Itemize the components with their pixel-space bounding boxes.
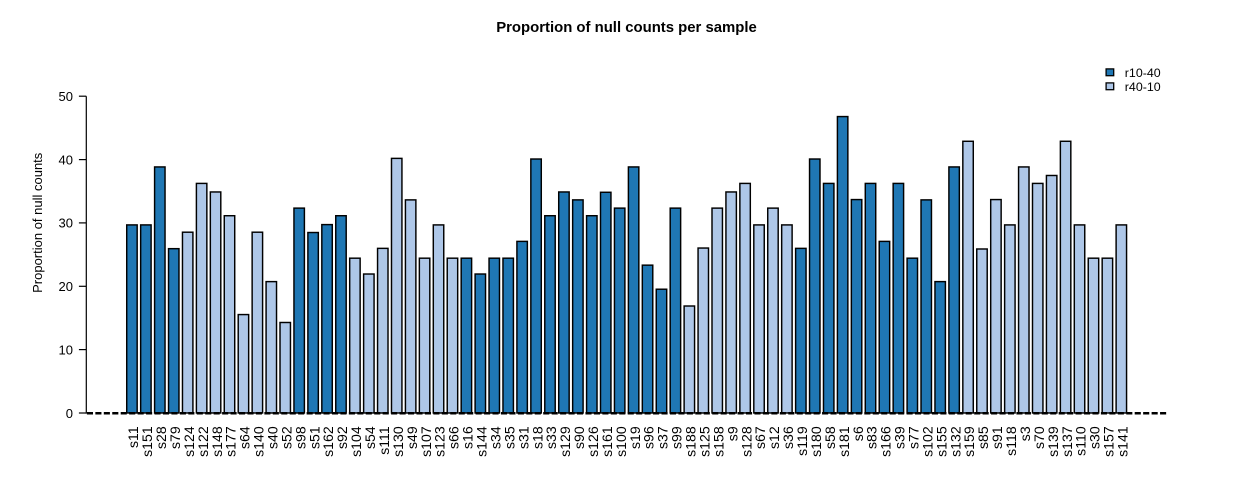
svg-text:s3: s3 bbox=[1017, 426, 1033, 441]
svg-text:s100: s100 bbox=[613, 426, 629, 457]
svg-text:s130: s130 bbox=[390, 426, 406, 457]
svg-text:50: 50 bbox=[59, 89, 73, 104]
svg-text:s79: s79 bbox=[167, 426, 183, 449]
svg-text:s6: s6 bbox=[850, 426, 866, 441]
svg-text:s159: s159 bbox=[961, 426, 977, 457]
svg-text:s139: s139 bbox=[1045, 426, 1061, 457]
svg-text:s129: s129 bbox=[557, 426, 573, 457]
svg-text:s77: s77 bbox=[906, 426, 922, 449]
svg-text:s128: s128 bbox=[738, 426, 754, 457]
svg-text:s188: s188 bbox=[683, 426, 699, 457]
svg-text:s177: s177 bbox=[223, 426, 239, 457]
svg-text:s30: s30 bbox=[1087, 426, 1103, 449]
svg-text:s64: s64 bbox=[237, 426, 253, 449]
svg-text:s37: s37 bbox=[655, 426, 671, 449]
svg-text:s122: s122 bbox=[195, 426, 211, 457]
svg-text:s12: s12 bbox=[766, 426, 782, 449]
svg-text:s180: s180 bbox=[808, 426, 824, 457]
svg-text:s90: s90 bbox=[571, 426, 587, 449]
svg-text:s36: s36 bbox=[780, 426, 796, 449]
svg-text:s19: s19 bbox=[627, 426, 643, 449]
svg-text:s137: s137 bbox=[1059, 426, 1075, 457]
svg-text:s166: s166 bbox=[878, 426, 894, 457]
svg-text:s70: s70 bbox=[1031, 426, 1047, 449]
svg-text:s33: s33 bbox=[543, 426, 559, 449]
svg-text:s35: s35 bbox=[501, 426, 517, 449]
svg-text:20: 20 bbox=[59, 279, 73, 294]
svg-text:s58: s58 bbox=[822, 426, 838, 449]
svg-text:s123: s123 bbox=[432, 426, 448, 457]
svg-text:s11: s11 bbox=[125, 426, 141, 448]
svg-text:s39: s39 bbox=[892, 426, 908, 449]
svg-text:s67: s67 bbox=[752, 426, 768, 449]
svg-text:s151: s151 bbox=[139, 426, 155, 457]
svg-text:0: 0 bbox=[66, 406, 73, 421]
svg-text:r40-10: r40-10 bbox=[1125, 80, 1161, 94]
svg-text:s104: s104 bbox=[348, 426, 364, 457]
svg-text:s31: s31 bbox=[515, 426, 531, 449]
svg-text:s52: s52 bbox=[278, 426, 294, 449]
svg-text:s28: s28 bbox=[153, 426, 169, 449]
svg-text:s181: s181 bbox=[836, 426, 852, 457]
svg-text:s144: s144 bbox=[474, 426, 490, 457]
svg-text:s16: s16 bbox=[460, 426, 476, 449]
svg-text:s125: s125 bbox=[696, 426, 712, 457]
svg-text:s96: s96 bbox=[641, 426, 657, 449]
svg-text:s9: s9 bbox=[724, 426, 740, 441]
svg-text:s91: s91 bbox=[989, 426, 1005, 449]
svg-text:s158: s158 bbox=[710, 426, 726, 457]
svg-text:40: 40 bbox=[59, 152, 73, 167]
svg-text:s66: s66 bbox=[446, 426, 462, 449]
svg-text:s124: s124 bbox=[181, 426, 197, 457]
svg-text:s118: s118 bbox=[1003, 426, 1019, 456]
svg-text:s34: s34 bbox=[487, 426, 503, 449]
svg-text:s111: s111 bbox=[376, 426, 392, 455]
svg-text:s85: s85 bbox=[975, 426, 991, 449]
svg-text:s107: s107 bbox=[418, 426, 434, 457]
svg-text:Proportion of null counts: Proportion of null counts bbox=[30, 152, 45, 293]
svg-text:s18: s18 bbox=[529, 426, 545, 449]
svg-text:s155: s155 bbox=[933, 426, 949, 457]
svg-text:s98: s98 bbox=[292, 426, 308, 449]
svg-text:s132: s132 bbox=[947, 426, 963, 457]
svg-text:s49: s49 bbox=[404, 426, 420, 449]
svg-text:s162: s162 bbox=[320, 426, 336, 457]
svg-text:s148: s148 bbox=[209, 426, 225, 457]
svg-text:Proportion of null counts per: Proportion of null counts per sample bbox=[496, 20, 757, 36]
svg-text:s110: s110 bbox=[1073, 426, 1089, 456]
svg-text:30: 30 bbox=[59, 216, 73, 231]
svg-text:s119: s119 bbox=[794, 426, 810, 456]
svg-text:s126: s126 bbox=[585, 426, 601, 457]
svg-text:s157: s157 bbox=[1101, 426, 1117, 457]
svg-text:s140: s140 bbox=[251, 426, 267, 457]
svg-text:10: 10 bbox=[59, 342, 73, 357]
svg-text:s102: s102 bbox=[919, 426, 935, 457]
svg-text:s54: s54 bbox=[362, 426, 378, 449]
svg-text:s92: s92 bbox=[334, 426, 350, 449]
svg-text:s51: s51 bbox=[306, 426, 322, 449]
svg-text:s40: s40 bbox=[265, 426, 281, 449]
svg-text:s161: s161 bbox=[599, 426, 615, 457]
svg-text:s141: s141 bbox=[1115, 426, 1131, 457]
svg-text:r10-40: r10-40 bbox=[1125, 66, 1161, 80]
svg-text:s99: s99 bbox=[669, 426, 685, 449]
svg-text:s83: s83 bbox=[864, 426, 880, 449]
